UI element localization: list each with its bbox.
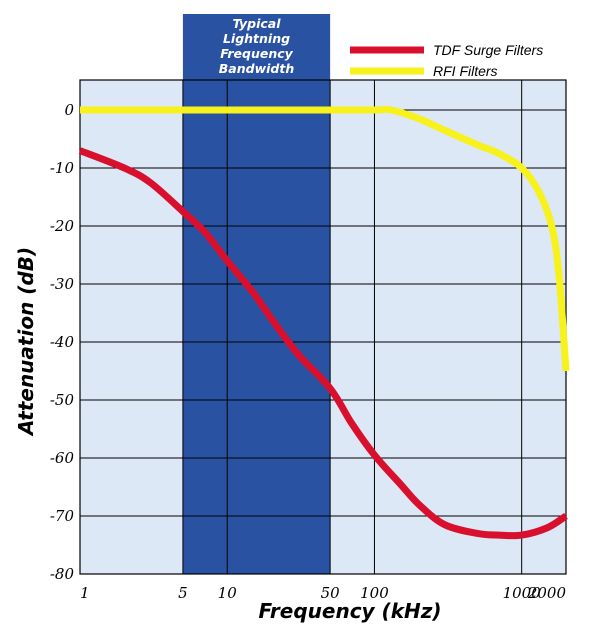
legend: TDF Surge Filters RFI Filters [350,42,543,79]
x-tick-label: 1000 [503,584,542,602]
y-tick-label: -70 [50,507,75,525]
x-tick-label: 1 [80,584,90,602]
legend-label: RFI Filters [433,63,498,79]
band-label-line: Bandwidth [219,61,295,76]
y-tick-label: -30 [50,275,75,293]
x-tick-label: 2000 [527,584,567,602]
series-lines [78,105,570,540]
tick-labels: 0 -10 -20 -30 -40 -50 -60 -70 -80 1 5 10 50 100 100020… [50,101,567,602]
legend-label: TDF Surge Filters [433,42,543,58]
y-tick-label: 0 [64,101,74,119]
x-axis-title: Frequency (kHz) [258,599,441,623]
grid-lines [79,79,567,575]
y-axis-title: Attenuation (dB) [14,247,38,437]
y-tick-label: -50 [50,391,75,409]
y-tick-label: -80 [50,565,75,583]
x-tick-label: 50 [321,584,341,602]
x-tick-label: 5 [178,584,188,602]
y-tick-label: -40 [50,333,75,351]
band-label-line: Frequency [220,46,293,61]
y-tick-label: -20 [50,217,75,235]
series-line-tdf-surge-filters [78,147,568,540]
x-tick-label: 100 [360,584,389,602]
x-tick-label: 10 [218,584,238,602]
y-tick-label: -60 [50,449,75,467]
band-label-line: Typical [233,16,282,31]
band-label-line: Lightning [223,31,290,46]
y-tick-label: -10 [50,159,75,177]
series-line-rfi-filters [80,105,570,372]
